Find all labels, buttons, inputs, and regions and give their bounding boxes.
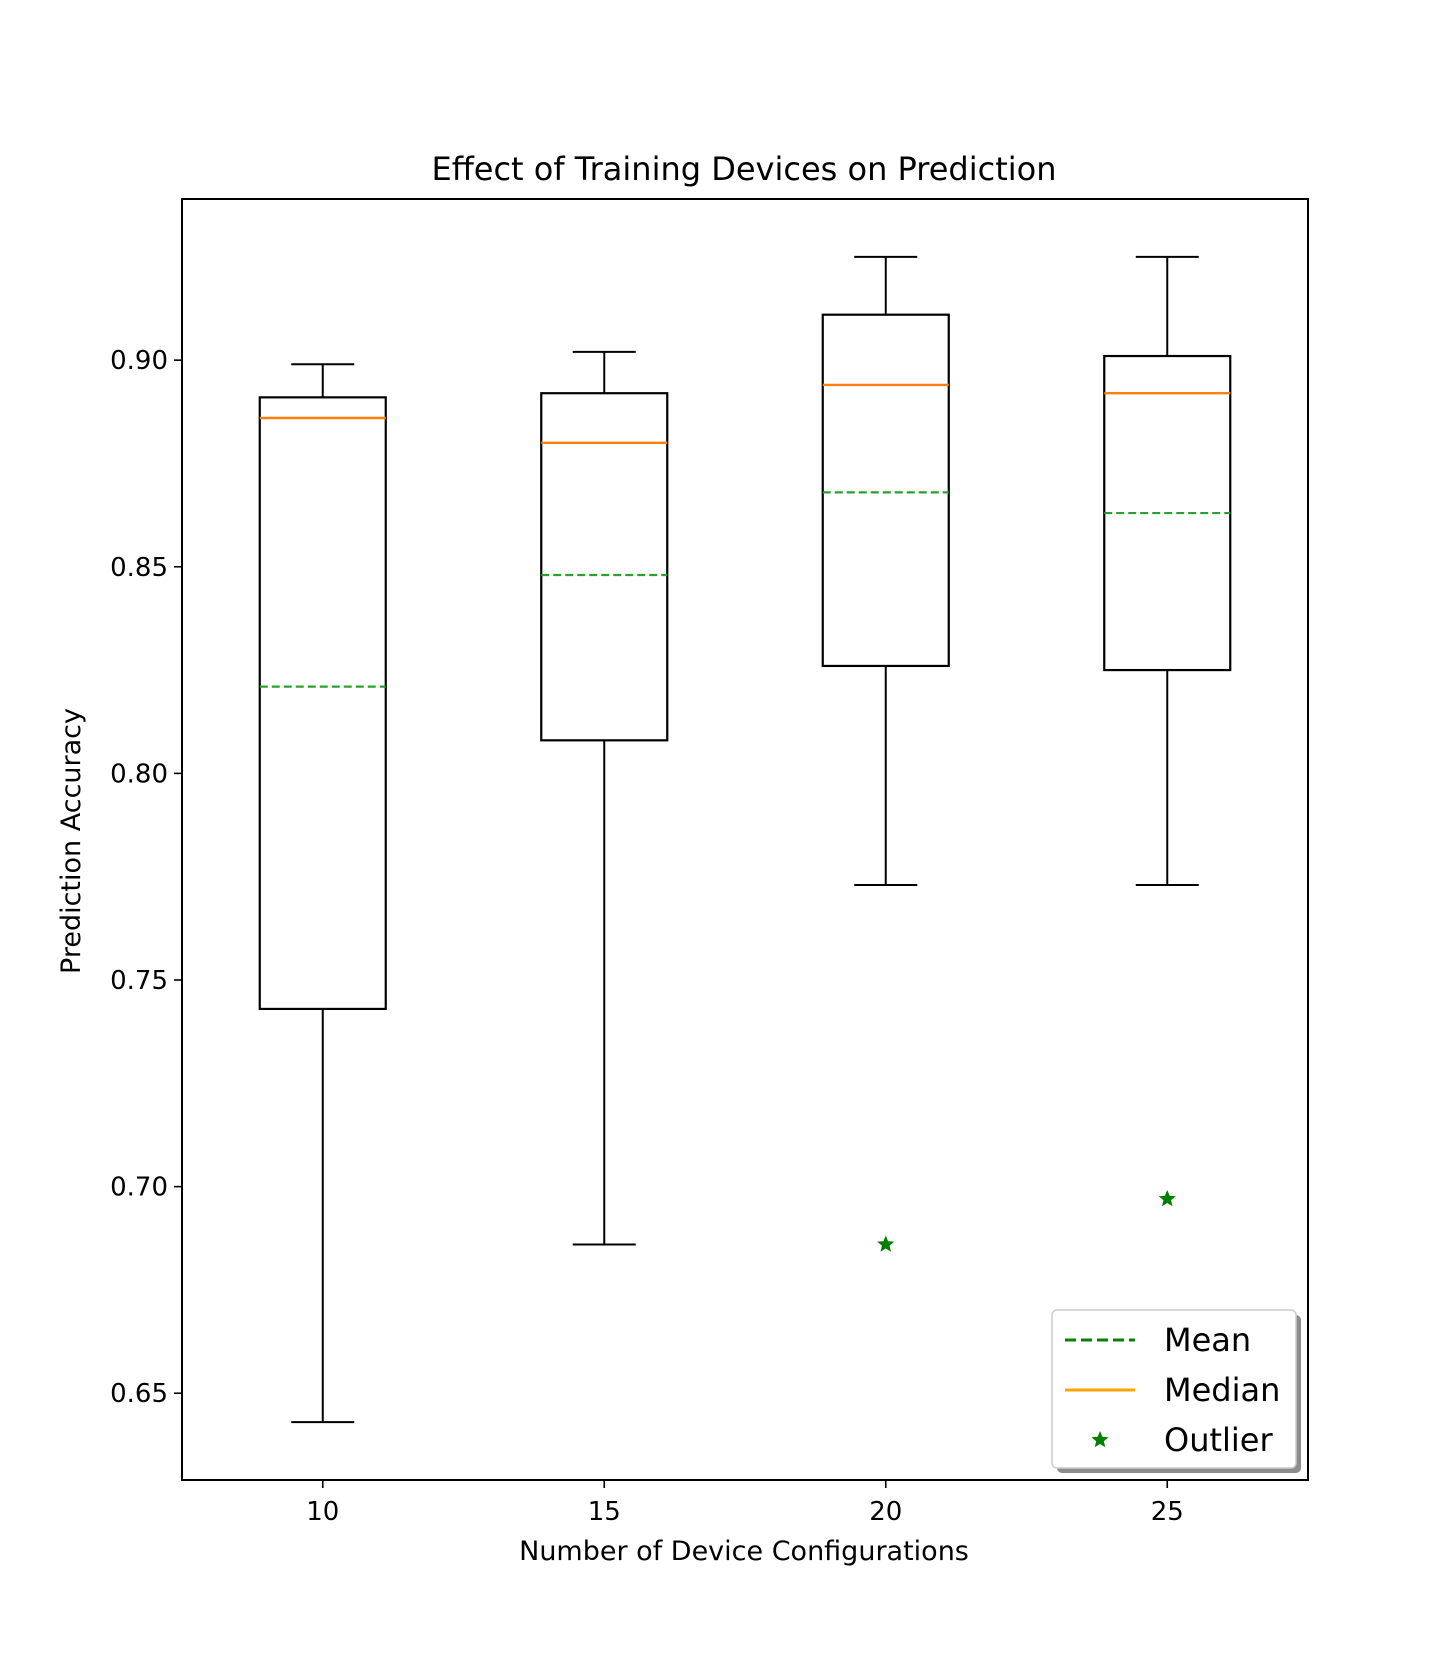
x-tick-label: 10: [306, 1497, 339, 1527]
legend-label-mean: Mean: [1164, 1321, 1251, 1359]
chart-title: Effect of Training Devices on Prediction: [432, 150, 1057, 188]
y-tick-label: 0.80: [110, 759, 168, 789]
y-tick-label: 0.85: [110, 553, 168, 583]
outlier-point: [1158, 1190, 1176, 1207]
box-20: [821, 255, 950, 1252]
y-tick-label: 0.90: [110, 346, 168, 376]
box-25: [1103, 255, 1232, 1207]
y-tick-label: 0.65: [110, 1379, 168, 1409]
x-axis-label: Number of Device Configurations: [519, 1536, 969, 1567]
box-10: [258, 363, 387, 1424]
x-tick-label: 15: [588, 1497, 621, 1527]
box-15: [540, 350, 669, 1246]
y-tick-label: 0.75: [110, 966, 168, 996]
plot-frame: [181, 198, 1309, 1481]
box-body: [540, 392, 669, 742]
box-body: [821, 313, 950, 668]
legend-label-median: Median: [1164, 1371, 1280, 1409]
outlier-point: [877, 1235, 895, 1252]
x-tick-label: 25: [1151, 1497, 1184, 1527]
box-body: [258, 396, 387, 1011]
y-tick-label: 0.70: [110, 1173, 168, 1203]
legend-outlier-swatch: [1091, 1431, 1109, 1448]
legend-label-outlier: Outlier: [1164, 1421, 1273, 1459]
x-tick-label: 20: [869, 1497, 902, 1527]
legend-box: [1051, 1309, 1297, 1469]
y-axis-label: Prediction Accuracy: [56, 708, 87, 974]
legend: Mean Median Outlier: [1051, 1309, 1301, 1473]
plot-area: 0.65 0.70 0.75 0.80 0.85 0.90 10 15 20 25: [110, 198, 1309, 1527]
